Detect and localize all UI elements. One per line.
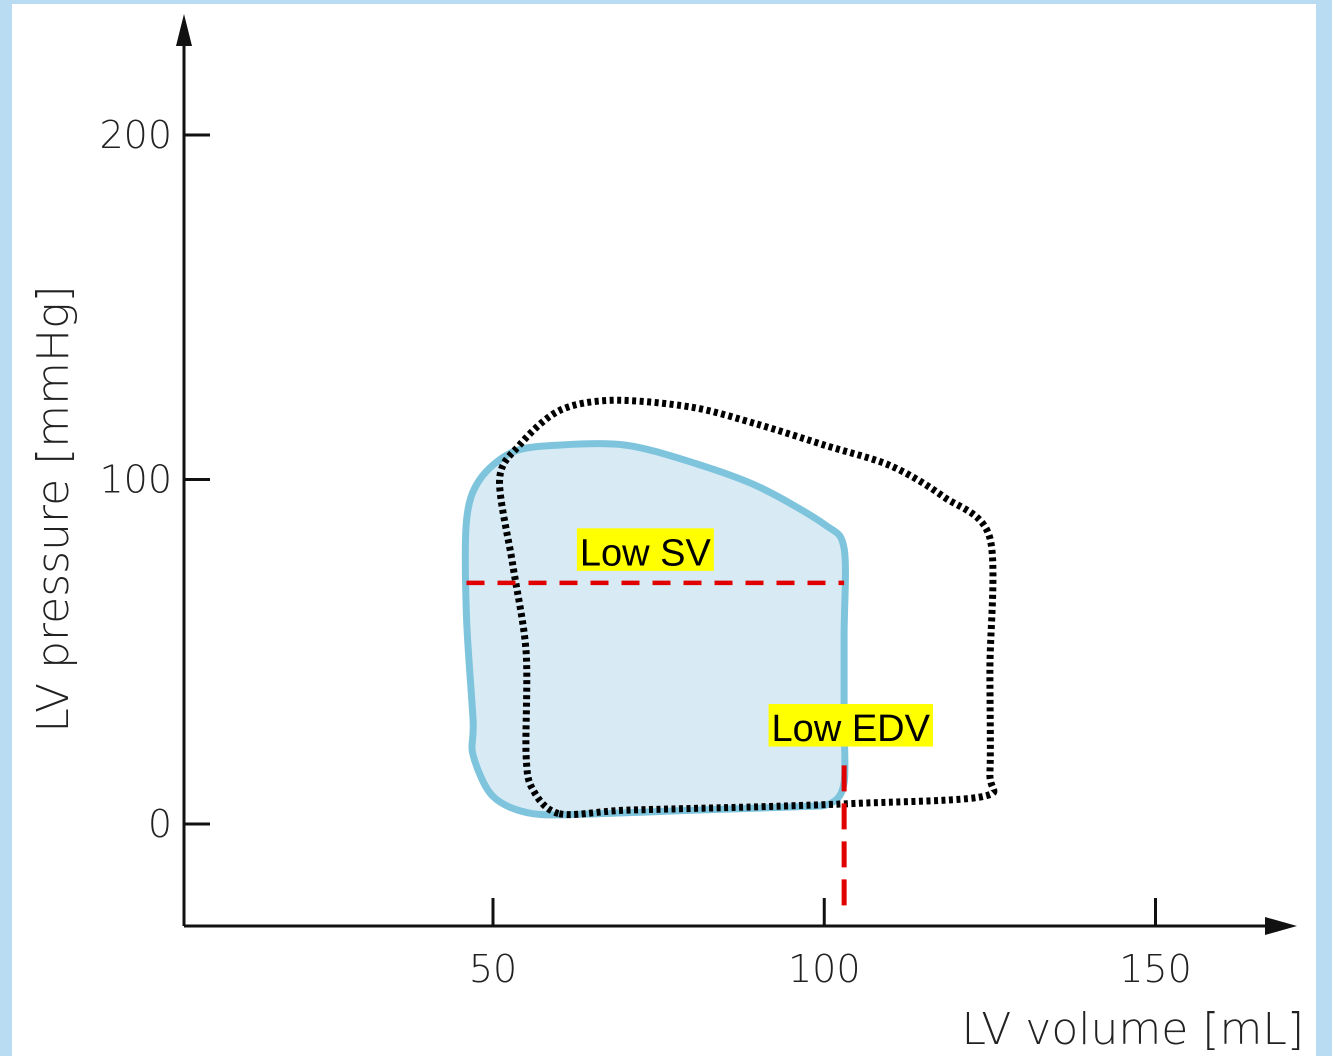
x-axis-title: LV volume [mL] bbox=[962, 1004, 1304, 1055]
low-sv-callout: Low SV bbox=[576, 528, 714, 575]
callout-text: Low EDV bbox=[772, 708, 931, 750]
axes bbox=[176, 14, 1297, 935]
x-tick-label: 150 bbox=[1119, 947, 1192, 991]
callout-highlight bbox=[576, 528, 714, 571]
low-edv-callout: Low EDV bbox=[768, 703, 933, 750]
reduced-pv-loop bbox=[461, 440, 849, 819]
x-axis-arrow bbox=[1265, 917, 1297, 935]
pv-loop-chart: 50 100 150 0 100 200 LV volume [mL] LV pressur… bbox=[28, 14, 1304, 1055]
callout-highlight bbox=[768, 703, 933, 747]
pv-loops bbox=[461, 396, 998, 819]
reference-lines bbox=[466, 580, 847, 914]
x-tick-label: 50 bbox=[469, 947, 517, 991]
annotations: Low SV Low EDV bbox=[576, 528, 933, 750]
baseline-pv-loop bbox=[496, 396, 998, 819]
figure-frame: 50 100 150 0 100 200 LV volume [mL] LV pressur… bbox=[12, 4, 1316, 1056]
ticks: 50 100 150 0 100 200 bbox=[99, 113, 1191, 991]
axis-titles: LV volume [mL] LV pressure [mmHg] bbox=[28, 285, 1304, 1055]
callout-text: Low SV bbox=[580, 533, 712, 575]
y-tick-label: 200 bbox=[99, 113, 172, 157]
y-tick-label: 100 bbox=[99, 458, 172, 502]
x-tick-label: 100 bbox=[788, 947, 861, 991]
y-axis-arrow bbox=[176, 14, 192, 46]
y-tick-label: 0 bbox=[148, 802, 172, 846]
y-axis-title: LV pressure [mmHg] bbox=[28, 285, 79, 732]
